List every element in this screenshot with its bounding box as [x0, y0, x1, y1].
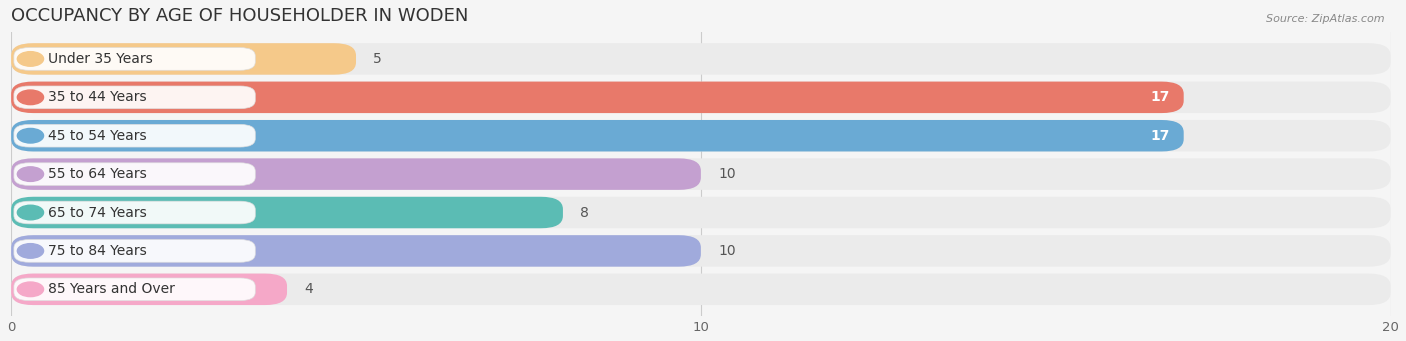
Text: 75 to 84 Years: 75 to 84 Years [48, 244, 148, 258]
FancyBboxPatch shape [11, 158, 1391, 190]
FancyBboxPatch shape [14, 278, 256, 301]
Circle shape [17, 282, 44, 297]
FancyBboxPatch shape [11, 43, 1391, 75]
Text: 8: 8 [581, 206, 589, 220]
FancyBboxPatch shape [14, 201, 256, 224]
Text: 10: 10 [718, 244, 735, 258]
FancyBboxPatch shape [11, 235, 700, 267]
Circle shape [17, 129, 44, 143]
Text: 85 Years and Over: 85 Years and Over [48, 282, 176, 296]
Text: OCCUPANCY BY AGE OF HOUSEHOLDER IN WODEN: OCCUPANCY BY AGE OF HOUSEHOLDER IN WODEN [11, 7, 468, 25]
FancyBboxPatch shape [14, 48, 256, 70]
FancyBboxPatch shape [11, 120, 1184, 151]
FancyBboxPatch shape [11, 158, 700, 190]
FancyBboxPatch shape [11, 81, 1391, 113]
Circle shape [17, 243, 44, 258]
Circle shape [17, 90, 44, 105]
Text: 55 to 64 Years: 55 to 64 Years [48, 167, 148, 181]
FancyBboxPatch shape [11, 120, 1391, 151]
FancyBboxPatch shape [11, 197, 1391, 228]
FancyBboxPatch shape [11, 273, 287, 305]
Text: 65 to 74 Years: 65 to 74 Years [48, 206, 148, 220]
FancyBboxPatch shape [11, 235, 1391, 267]
FancyBboxPatch shape [14, 86, 256, 109]
Text: 4: 4 [304, 282, 314, 296]
FancyBboxPatch shape [14, 124, 256, 147]
Text: 17: 17 [1150, 129, 1170, 143]
Text: 45 to 54 Years: 45 to 54 Years [48, 129, 148, 143]
Circle shape [17, 51, 44, 66]
Text: Source: ZipAtlas.com: Source: ZipAtlas.com [1267, 14, 1385, 24]
FancyBboxPatch shape [14, 240, 256, 262]
FancyBboxPatch shape [14, 163, 256, 186]
Text: 5: 5 [373, 52, 382, 66]
Circle shape [17, 167, 44, 181]
FancyBboxPatch shape [11, 81, 1184, 113]
FancyBboxPatch shape [11, 273, 1391, 305]
Text: Under 35 Years: Under 35 Years [48, 52, 153, 66]
Text: 10: 10 [718, 167, 735, 181]
Text: 35 to 44 Years: 35 to 44 Years [48, 90, 148, 104]
FancyBboxPatch shape [11, 43, 356, 75]
FancyBboxPatch shape [11, 197, 562, 228]
Text: 17: 17 [1150, 90, 1170, 104]
Circle shape [17, 205, 44, 220]
